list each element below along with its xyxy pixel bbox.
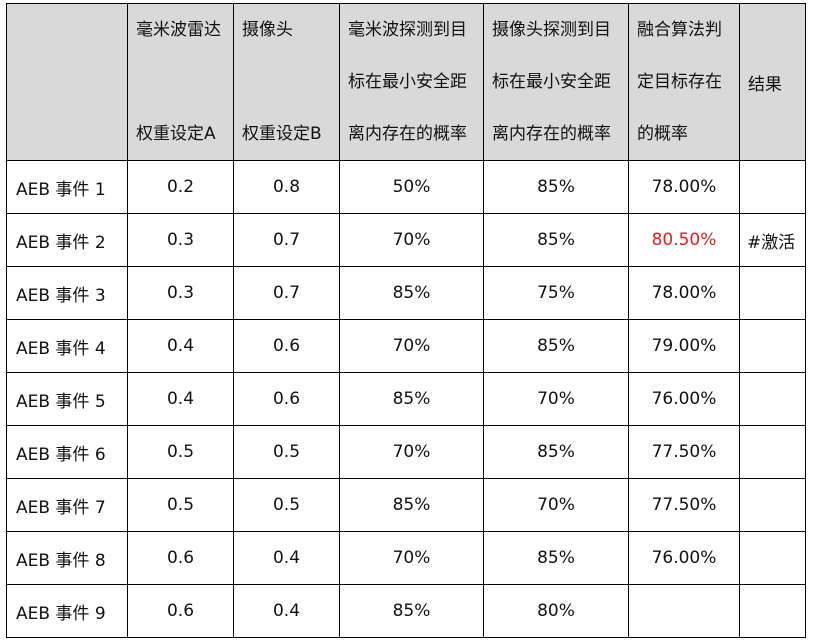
header-line: 摄像头 — [242, 20, 293, 40]
header-event — [6, 3, 128, 161]
header-radar-weight: 毫米波雷达 权重设定A — [127, 3, 234, 161]
header-line: 摄像头探测到目 — [492, 20, 611, 40]
camera-weight-cell: 0.6 — [233, 319, 340, 373]
camera-weight-cell: 0.5 — [233, 478, 340, 532]
fusion-probability-cell — [628, 584, 740, 638]
header-line: 离内存在的概率 — [348, 124, 467, 144]
result-cell — [739, 584, 806, 638]
fusion-probability-cell: 77.50% — [628, 425, 740, 479]
table-row: AEB 事件 8 0.6 0.4 70% 85% 76.00% — [6, 531, 806, 585]
table-row: AEB 事件 6 0.5 0.5 70% 85% 77.50% — [6, 425, 806, 479]
result-cell — [739, 160, 806, 214]
camera-weight-cell: 0.4 — [233, 584, 340, 638]
result-cell: #激活 — [739, 213, 806, 267]
fusion-probability-cell: 78.00% — [628, 266, 740, 320]
radar-probability-cell: 85% — [339, 584, 484, 638]
radar-weight-cell: 0.5 — [127, 478, 234, 532]
event-cell: AEB 事件 8 — [6, 531, 128, 585]
header-line: 定目标存在 — [637, 72, 722, 92]
radar-probability-cell: 70% — [339, 319, 484, 373]
header-fusion-probability: 融合算法判 定目标存在 的概率 — [628, 3, 740, 161]
header-row: 毫米波雷达 权重设定A 摄像头 权重设定B 毫米波探测到目 标在最小安全距 离内… — [6, 3, 806, 161]
camera-probability-cell: 85% — [483, 213, 629, 267]
header-camera-probability: 摄像头探测到目 标在最小安全距 离内存在的概率 — [483, 3, 629, 161]
radar-probability-cell: 85% — [339, 478, 484, 532]
result-cell — [739, 425, 806, 479]
camera-probability-cell: 85% — [483, 425, 629, 479]
camera-weight-cell: 0.8 — [233, 160, 340, 214]
header-line: 融合算法判 — [637, 20, 722, 40]
header-line: 标在最小安全距 — [492, 72, 611, 92]
header-line: 权重设定B — [242, 124, 322, 144]
header-radar-probability: 毫米波探测到目 标在最小安全距 离内存在的概率 — [339, 3, 484, 161]
radar-weight-cell: 0.6 — [127, 531, 234, 585]
radar-probability-cell: 50% — [339, 160, 484, 214]
camera-weight-cell: 0.7 — [233, 213, 340, 267]
radar-weight-cell: 0.3 — [127, 266, 234, 320]
fusion-probability-cell: 79.00% — [628, 319, 740, 373]
result-cell — [739, 266, 806, 320]
header-line — [136, 56, 233, 108]
table-row: AEB 事件 9 0.6 0.4 85% 80% — [6, 584, 806, 638]
header-line: 标在最小安全距 — [348, 72, 467, 92]
radar-probability-cell: 85% — [339, 266, 484, 320]
camera-probability-cell: 70% — [483, 372, 629, 426]
header-line: 毫米波雷达 — [136, 20, 221, 40]
result-cell — [739, 478, 806, 532]
header-line: 的概率 — [637, 124, 688, 144]
camera-probability-cell: 80% — [483, 584, 629, 638]
camera-probability-cell: 70% — [483, 478, 629, 532]
table-row: AEB 事件 7 0.5 0.5 85% 70% 77.50% — [6, 478, 806, 532]
event-cell: AEB 事件 4 — [6, 319, 128, 373]
header-line: 权重设定A — [136, 124, 216, 144]
table-row: AEB 事件 3 0.3 0.7 85% 75% 78.00% — [6, 266, 806, 320]
event-cell: AEB 事件 6 — [6, 425, 128, 479]
radar-weight-cell: 0.2 — [127, 160, 234, 214]
table-row: AEB 事件 2 0.3 0.7 70% 85% 80.50% #激活 — [6, 213, 806, 267]
table-row: AEB 事件 4 0.4 0.6 70% 85% 79.00% — [6, 319, 806, 373]
radar-weight-cell: 0.5 — [127, 425, 234, 479]
camera-probability-cell: 85% — [483, 160, 629, 214]
radar-weight-cell: 0.4 — [127, 319, 234, 373]
radar-probability-cell: 70% — [339, 531, 484, 585]
aeb-fusion-table: 毫米波雷达 权重设定A 摄像头 权重设定B 毫米波探测到目 标在最小安全距 离内… — [6, 3, 806, 638]
header-line: 毫米波探测到目 — [348, 20, 467, 40]
radar-weight-cell: 0.6 — [127, 584, 234, 638]
radar-weight-cell: 0.3 — [127, 213, 234, 267]
header-camera-weight: 摄像头 权重设定B — [233, 3, 340, 161]
camera-probability-cell: 75% — [483, 266, 629, 320]
radar-probability-cell: 85% — [339, 372, 484, 426]
header-result: 结果 — [739, 3, 806, 161]
header-line: 离内存在的概率 — [492, 124, 611, 144]
header-line — [242, 56, 339, 108]
event-cell: AEB 事件 1 — [6, 160, 128, 214]
fusion-probability-cell: 78.00% — [628, 160, 740, 214]
result-cell — [739, 319, 806, 373]
camera-weight-cell: 0.7 — [233, 266, 340, 320]
camera-weight-cell: 0.4 — [233, 531, 340, 585]
event-cell: AEB 事件 3 — [6, 266, 128, 320]
radar-weight-cell: 0.4 — [127, 372, 234, 426]
radar-probability-cell: 70% — [339, 213, 484, 267]
table-row: AEB 事件 5 0.4 0.6 85% 70% 76.00% — [6, 372, 806, 426]
camera-weight-cell: 0.5 — [233, 425, 340, 479]
event-cell: AEB 事件 2 — [6, 213, 128, 267]
fusion-probability-cell: 77.50% — [628, 478, 740, 532]
result-cell — [739, 372, 806, 426]
camera-probability-cell: 85% — [483, 531, 629, 585]
fusion-probability-cell: 76.00% — [628, 372, 740, 426]
fusion-probability-cell: 76.00% — [628, 531, 740, 585]
camera-weight-cell: 0.6 — [233, 372, 340, 426]
radar-probability-cell: 70% — [339, 425, 484, 479]
event-cell: AEB 事件 9 — [6, 584, 128, 638]
event-cell: AEB 事件 7 — [6, 478, 128, 532]
camera-probability-cell: 85% — [483, 319, 629, 373]
result-cell — [739, 531, 806, 585]
fusion-probability-cell: 80.50% — [628, 213, 740, 267]
event-cell: AEB 事件 5 — [6, 372, 128, 426]
table-row: AEB 事件 1 0.2 0.8 50% 85% 78.00% — [6, 160, 806, 214]
